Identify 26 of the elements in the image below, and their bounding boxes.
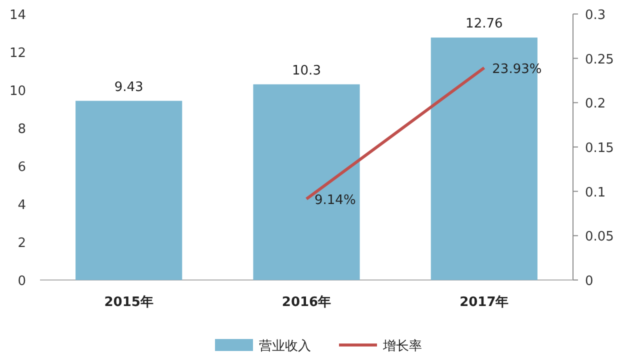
data-label: 9.43: [114, 80, 144, 95]
y-tick-label: 6: [18, 160, 26, 175]
y-tick-label: 8: [18, 122, 26, 137]
bar: [76, 100, 182, 280]
y-tick-label: 4: [18, 198, 26, 213]
y-tick-label: 0: [18, 274, 26, 289]
y2-tick-label: 0.15: [585, 141, 614, 156]
data-label: 9.14%: [314, 192, 356, 208]
y-tick-label: 10: [9, 84, 26, 99]
y-tick-label: 12: [9, 46, 26, 61]
legend-label: 增长率: [382, 338, 422, 354]
y-tick-label: 2: [18, 236, 26, 251]
y2-tick-label: 0.2: [585, 96, 606, 112]
x-tick-label: 2016年: [282, 295, 332, 310]
y2-tick-label: 0.05: [585, 230, 614, 245]
x-tick-label: 2017年: [460, 295, 509, 310]
bar: [253, 84, 360, 280]
y2-tick-label: 0.25: [585, 52, 614, 68]
y-tick-label: 14: [9, 8, 26, 23]
y2-tick-label: 0.3: [585, 8, 606, 23]
data-label: 10.3: [292, 63, 321, 78]
y2-tick-label: 0.1: [585, 185, 606, 200]
legend-label: 营业收入: [259, 339, 311, 354]
data-label: 12.76: [466, 16, 503, 32]
y2-tick-label: 0: [585, 274, 594, 289]
x-tick-label: 2015年: [104, 295, 154, 310]
